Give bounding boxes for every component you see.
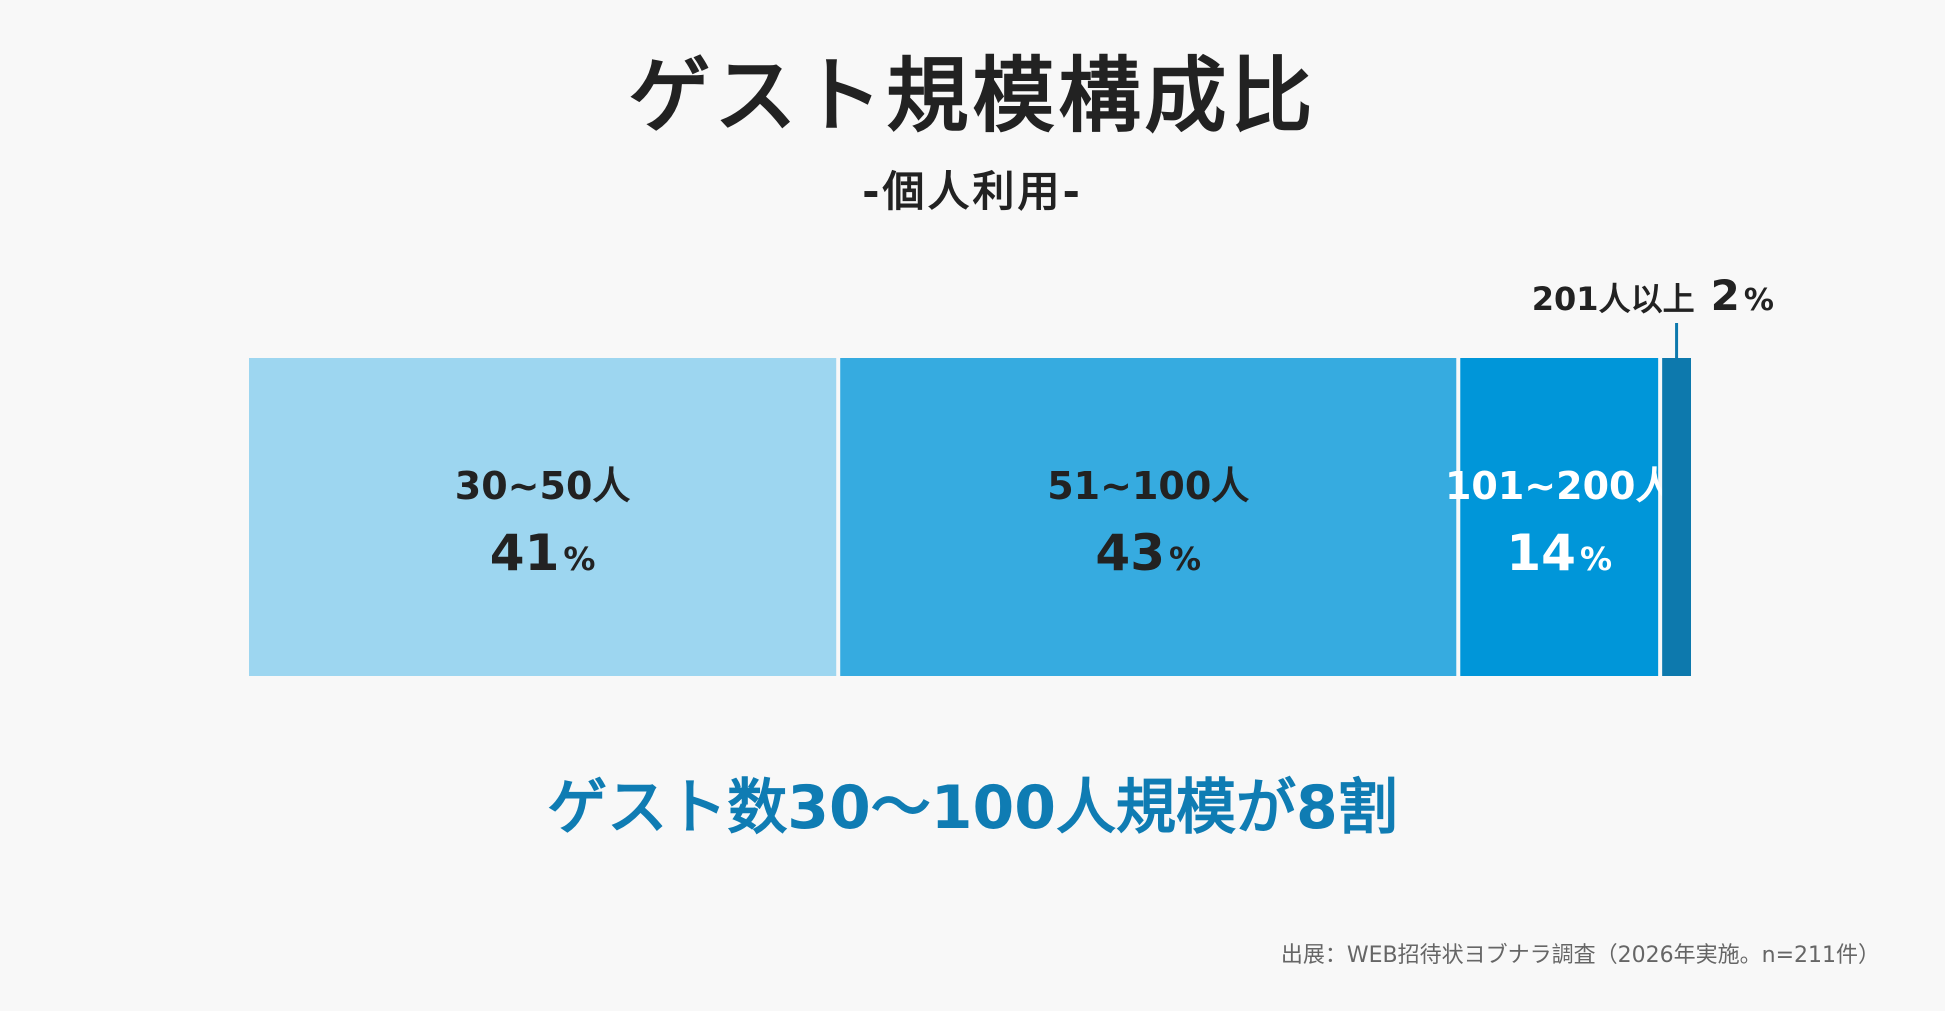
source-note: 出展：WEB招待状ヨブナラ調査（2026年実施。n=211件）	[1280, 943, 1880, 968]
category-label-4: 201人以上	[1532, 280, 1695, 318]
category-label-1: 30~50人	[455, 464, 631, 508]
category-label-3: 101~200人	[1445, 464, 1673, 508]
bar-segment-4	[1662, 358, 1691, 676]
bar-segment-3	[1460, 358, 1659, 676]
summary-headline: ゲスト数30〜100人規模が8割	[547, 773, 1398, 843]
category-label-2: 51~100人	[1047, 464, 1249, 508]
chart-subtitle: -個人利用-	[862, 167, 1083, 216]
bar-segment-2	[840, 358, 1457, 676]
value-label-3: 14%	[1506, 524, 1612, 582]
bar-segment-1	[249, 358, 837, 676]
chart-title: ゲスト規模構成比	[628, 49, 1317, 144]
value-label-2: 43%	[1095, 524, 1201, 582]
value-label-4: 2%	[1711, 271, 1774, 320]
value-label-1: 41%	[490, 524, 596, 582]
